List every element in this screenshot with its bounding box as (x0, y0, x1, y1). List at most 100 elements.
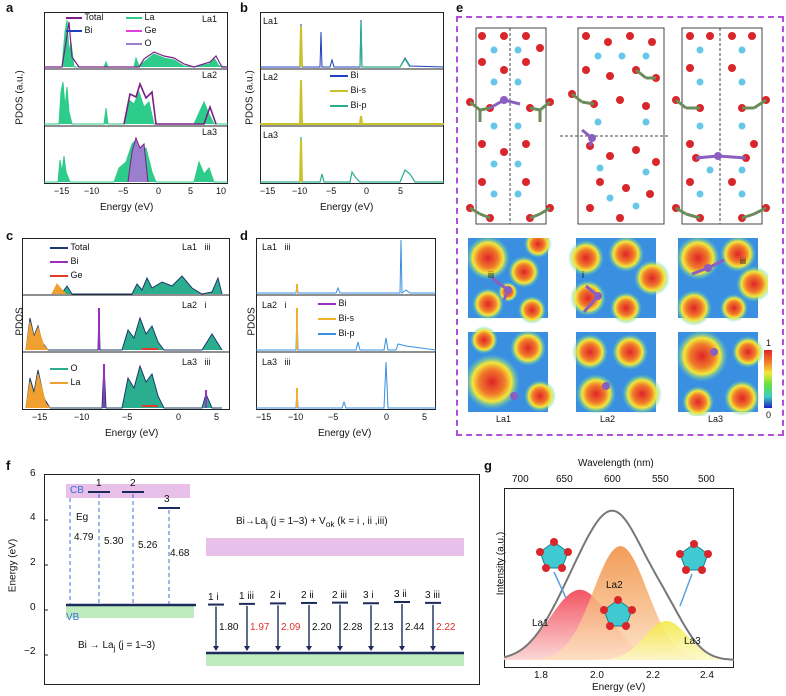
site-label: La3 (262, 357, 278, 367)
level-id: 2 ii (301, 589, 314, 601)
row-label: La1 iii (262, 242, 291, 252)
crystal-icon (536, 538, 572, 572)
caption-left: Bi → Laj (j = 1–3) (78, 640, 155, 653)
legend-total-swatch (50, 246, 68, 249)
panel-b-ylabel: PDOS (a.u.) (244, 70, 256, 125)
legend-la: La (144, 12, 155, 22)
ytick: 2 (30, 557, 36, 568)
peak-label: La3 (684, 636, 701, 647)
row-label: La2 i (182, 300, 207, 310)
panel-label-a: a (6, 0, 14, 15)
site-label: La3 (182, 357, 198, 367)
row-label: La3 iii (262, 357, 291, 367)
caption-right-tail: (j = 1–3) + V (267, 516, 326, 527)
panel-d-legend: Bi Bi-s Bi-p (318, 298, 355, 338)
panel-c-xlabel: Energy (eV) (105, 428, 159, 439)
level-id: 1 i (208, 591, 219, 603)
row-label: La2 (202, 70, 218, 80)
row-label: La2 (263, 72, 279, 82)
panel-a-ylabel: PDOS (a.u.) (14, 70, 26, 125)
xtick: −10 (292, 186, 308, 196)
caption-right-sub: j (266, 519, 268, 529)
ytick: −2 (24, 646, 36, 657)
level-id: 3 i (363, 590, 374, 602)
xtick: −5 (328, 412, 339, 422)
legend-bi-p-swatch (330, 104, 348, 107)
legend-bi-swatch (318, 302, 336, 305)
xtick: −15 (54, 186, 70, 196)
top-tick: 700 (512, 474, 529, 485)
panel-d-plot (256, 238, 436, 410)
site-label: La3 (708, 414, 724, 424)
peak-area-la1 (504, 589, 734, 660)
panel-b-xlabel: Energy (eV) (320, 202, 374, 213)
gap-value: 5.26 (138, 540, 158, 551)
map-label: iii (740, 256, 746, 266)
panel-b-legend: Bi Bi-s Bi-p (330, 70, 367, 110)
panel-b-plot (260, 12, 444, 184)
ytick: 4 (30, 512, 36, 523)
xtick: −5 (118, 186, 129, 196)
level-id: 3 (164, 494, 170, 505)
legend-o-swatch (126, 42, 142, 45)
panel-g-top-xlabel: Wavelength (nm) (578, 458, 654, 469)
panel-label-b: b (240, 0, 248, 15)
panel-g-xticks: 1.8 2.0 2.2 2.4 (504, 670, 734, 682)
vb-label: VB (66, 612, 80, 623)
xtick: −5 (122, 412, 133, 422)
xtick: 5 (422, 412, 428, 422)
legend-bi-s-swatch (330, 89, 348, 92)
panel-e-frame (456, 16, 784, 436)
vacancy-label: iii (284, 242, 291, 252)
legend-ge: Ge (144, 25, 157, 35)
level-id: 3 ii (394, 589, 407, 600)
caption-left-text: Bi → La (78, 640, 114, 651)
panel-label-f: f (6, 458, 11, 473)
colorbar (764, 350, 772, 408)
level-id: 2 i (270, 590, 281, 602)
legend-o: O (70, 363, 78, 373)
legend-bi-s-swatch (318, 317, 336, 320)
vacancy-label: iii (284, 357, 291, 367)
gap-value: 4.68 (170, 548, 190, 559)
caption-right-tail2: (k = i , ii ,iii) (334, 516, 388, 527)
site-label: La1 (262, 242, 278, 252)
xtick: −10 (74, 412, 90, 422)
peak-area-la3 (504, 621, 734, 660)
row-label: La3 iii (182, 357, 211, 367)
legend-la: La (70, 377, 81, 387)
panel-c-legend-top: Total Bi Ge (50, 242, 89, 280)
crystal-icon (676, 540, 712, 574)
colorbar-max: 1 (766, 338, 772, 348)
gap-value: 2.44 (405, 622, 425, 633)
legend-bi-swatch (50, 260, 68, 263)
legend-total-swatch (66, 16, 82, 19)
legend-o: O (144, 38, 152, 48)
row-label: La1 (202, 14, 218, 24)
panel-label-e: e (456, 0, 464, 15)
xtick: −15 (260, 186, 276, 196)
legend-la-swatch (126, 16, 142, 19)
vacancy-label: iii (204, 242, 211, 252)
vacancy-label: iii (204, 357, 211, 367)
legend-bi: Bi (70, 256, 79, 266)
legend-o-swatch (50, 367, 68, 370)
arrow-head (306, 646, 312, 651)
panel-e-maps (468, 238, 768, 416)
eg-label: Eg (76, 512, 89, 523)
legend-bi-s: Bi-s (338, 313, 355, 323)
panel-a-plot (44, 12, 228, 184)
xtick: 5 (214, 412, 220, 422)
xtick: 5 (188, 186, 194, 196)
map-label: iii (488, 270, 494, 280)
vacancy-label: i (204, 300, 207, 310)
level-id: 2 iii (332, 589, 348, 601)
legend-bi: Bi (84, 25, 93, 35)
vacancy-label: i (284, 300, 287, 310)
panel-a-xticks: −15 −10 −5 0 5 10 (44, 186, 228, 198)
xtick: 0 (156, 186, 162, 196)
legend-bi: Bi (350, 70, 359, 80)
row-label: La2 i (262, 300, 287, 310)
panel-g-xlabel: Energy (eV) (592, 682, 646, 693)
site-label: La2 (262, 300, 278, 310)
